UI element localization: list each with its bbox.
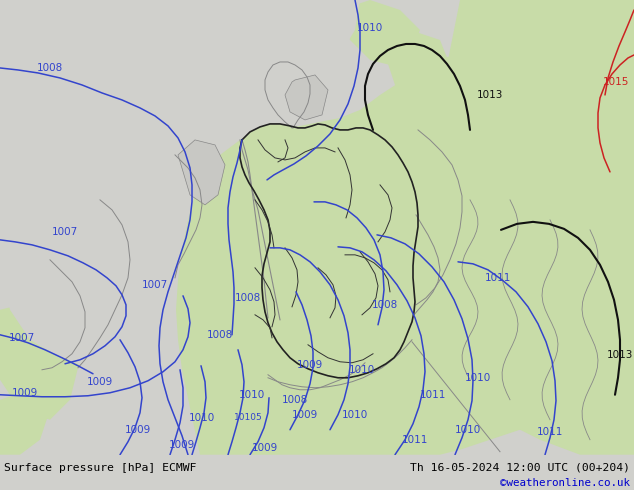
Text: 1010: 1010 <box>357 23 383 33</box>
Text: 1011: 1011 <box>420 390 446 400</box>
Polygon shape <box>285 75 328 120</box>
Text: 1007: 1007 <box>52 227 78 237</box>
Polygon shape <box>340 0 420 65</box>
Text: 1010: 1010 <box>239 390 265 400</box>
Polygon shape <box>0 300 80 420</box>
Polygon shape <box>0 390 50 455</box>
Text: 1010: 1010 <box>189 413 215 423</box>
Text: 1010: 1010 <box>349 365 375 375</box>
Text: 1007: 1007 <box>142 280 168 290</box>
Text: ©weatheronline.co.uk: ©weatheronline.co.uk <box>500 478 630 488</box>
Text: 1009: 1009 <box>125 425 151 435</box>
Text: Surface pressure [hPa] ECMWF: Surface pressure [hPa] ECMWF <box>4 463 197 473</box>
Text: 1009: 1009 <box>292 410 318 420</box>
Text: 1009: 1009 <box>297 360 323 370</box>
Polygon shape <box>430 0 634 455</box>
Text: 1011: 1011 <box>485 273 511 283</box>
Text: 10105: 10105 <box>233 413 262 422</box>
Text: 1008: 1008 <box>37 63 63 73</box>
Text: 1008: 1008 <box>235 293 261 303</box>
Polygon shape <box>240 124 418 378</box>
Text: 1007: 1007 <box>9 333 35 343</box>
Text: 1008: 1008 <box>282 395 308 405</box>
Polygon shape <box>176 60 634 455</box>
Text: 1010: 1010 <box>465 373 491 383</box>
Text: 1011: 1011 <box>537 427 563 437</box>
Text: 1013: 1013 <box>477 90 503 100</box>
Polygon shape <box>380 30 450 100</box>
Text: 1011: 1011 <box>402 435 428 445</box>
Text: 1008: 1008 <box>207 330 233 340</box>
Polygon shape <box>0 0 180 175</box>
Text: 1010: 1010 <box>342 410 368 420</box>
Polygon shape <box>430 55 480 110</box>
Polygon shape <box>0 90 175 368</box>
Text: 1013: 1013 <box>607 350 633 360</box>
Text: 1008: 1008 <box>372 300 398 310</box>
Polygon shape <box>175 0 360 135</box>
Text: 1009: 1009 <box>12 388 38 398</box>
Polygon shape <box>178 140 225 205</box>
Text: 1009: 1009 <box>252 443 278 453</box>
Text: 1015: 1015 <box>603 77 629 87</box>
Text: 1010: 1010 <box>455 425 481 435</box>
Text: 1009: 1009 <box>169 440 195 450</box>
Polygon shape <box>440 0 634 160</box>
Text: Th 16-05-2024 12:00 UTC (00+204): Th 16-05-2024 12:00 UTC (00+204) <box>410 463 630 473</box>
Polygon shape <box>0 170 110 310</box>
Text: 1009: 1009 <box>87 377 113 387</box>
